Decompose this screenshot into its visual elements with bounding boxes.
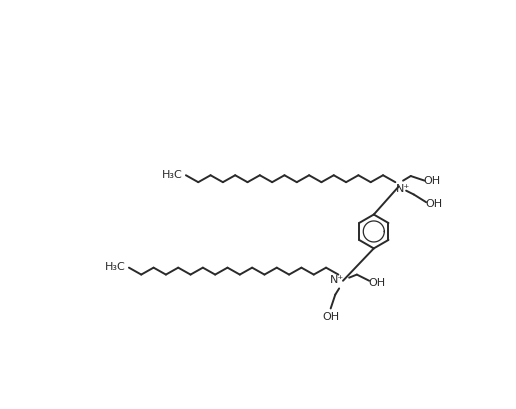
Text: OH: OH [368, 277, 385, 287]
Text: OH: OH [322, 311, 339, 321]
Text: N⁺: N⁺ [396, 184, 410, 194]
Text: N⁺: N⁺ [330, 274, 344, 285]
Text: H₃C: H₃C [105, 261, 126, 272]
Text: OH: OH [425, 198, 442, 209]
Text: H₃C: H₃C [162, 169, 183, 179]
Text: OH: OH [424, 175, 441, 185]
